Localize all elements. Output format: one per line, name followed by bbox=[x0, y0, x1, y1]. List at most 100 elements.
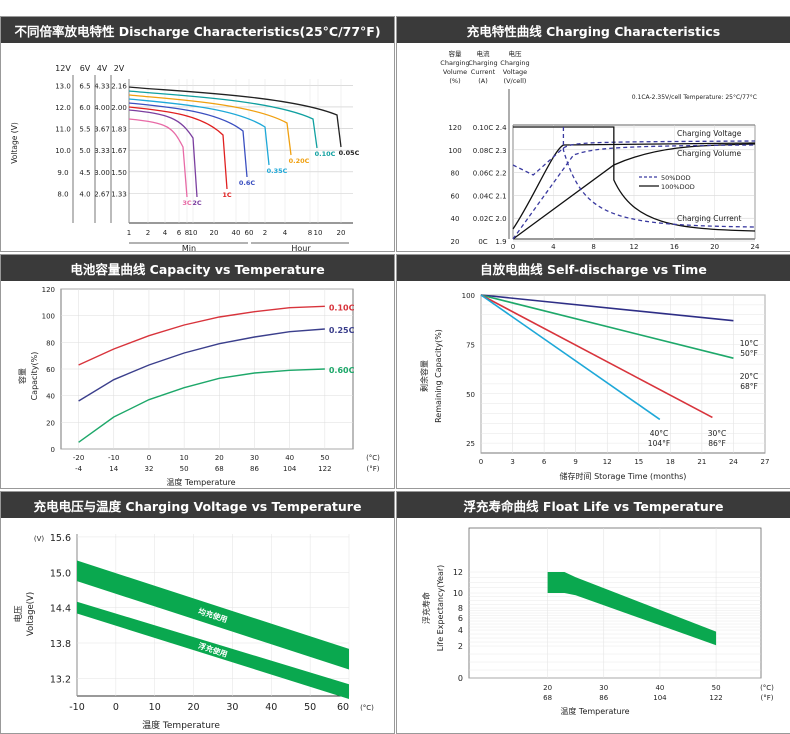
y-tick-label: 1.33 bbox=[111, 190, 127, 198]
discharge-panel: 不同倍率放电特性 Discharge Characteristics(25°C/… bbox=[0, 16, 395, 252]
y-tick-label: 100 bbox=[42, 313, 55, 321]
y-tick-label: 11.0 bbox=[55, 126, 71, 134]
x-tick-label-f: 68 bbox=[543, 694, 552, 702]
y-tick-label: 25 bbox=[466, 440, 475, 448]
x-group-label: Min bbox=[182, 244, 196, 251]
x-tick-label-c: 30 bbox=[599, 684, 608, 692]
y-tick-label: 1.83 bbox=[111, 126, 127, 134]
column-header: Current bbox=[471, 68, 496, 76]
x-tick-label: 10 bbox=[149, 702, 161, 713]
self-discharge-chart: 0 3 6 9 12 15 18 21 24 27 25 50 75 100 储存时间 Storage Ti… bbox=[419, 292, 770, 481]
x-tick-label: 20 bbox=[210, 229, 219, 237]
series-label: 0.35C bbox=[267, 167, 288, 175]
x-axis-label: 温度 Temperature bbox=[142, 719, 220, 731]
column-header: 电压 bbox=[509, 49, 523, 58]
voltage-tick: 1.9 bbox=[495, 238, 506, 246]
discharge-curve-0.05C bbox=[128, 86, 342, 148]
current-tick: 0.08C bbox=[473, 147, 494, 155]
x-tick-label: 2 bbox=[146, 229, 150, 237]
x-tick-label: 21 bbox=[697, 458, 706, 466]
x-group-label: Hour bbox=[291, 244, 311, 251]
y-tick-label: 3.00 bbox=[94, 169, 110, 177]
x-tick-label-c: 10 bbox=[180, 454, 189, 462]
charging-voltage-chart: 13.2 13.8 14.4 15.0 15.6 (V) -10 0 10 20 30 40 50 60 (… bbox=[13, 533, 374, 731]
column-header: Charging bbox=[440, 59, 469, 67]
capacity-title: 电池容量曲线 Capacity vs Temperature bbox=[1, 255, 394, 281]
self-discharge-line bbox=[480, 294, 713, 419]
float-life-panel: 浮充寿命曲线 Float Life vs Temperature 0 2 4 6 8 10… bbox=[396, 491, 790, 734]
current-tick: 0.10C bbox=[473, 124, 494, 132]
charging-voltage-50dod bbox=[512, 140, 756, 176]
discharge-title: 不同倍率放电特性 Discharge Characteristics(25°C/… bbox=[1, 17, 394, 43]
series-label: 2C bbox=[192, 199, 202, 207]
x-tick-label: -10 bbox=[69, 702, 85, 713]
x-tick-label-f: 122 bbox=[318, 465, 331, 473]
x-tick-label-c: 20 bbox=[543, 684, 552, 692]
x-tick-label: 4 bbox=[283, 229, 288, 237]
y-tick-label: 3.33 bbox=[94, 147, 110, 155]
x-tick-label-c: 40 bbox=[285, 454, 294, 462]
column-header: (V/cell) bbox=[504, 77, 527, 85]
x-unit-c: (°C) bbox=[366, 454, 380, 462]
y-unit: (V) bbox=[34, 535, 45, 543]
x-tick-label: 10 bbox=[189, 229, 198, 237]
y-column-header: 6V bbox=[80, 64, 91, 73]
x-tick-label: 12 bbox=[603, 458, 612, 466]
x-tick-label: 20 bbox=[710, 243, 719, 251]
x-tick-label-f: 68 bbox=[215, 465, 224, 473]
current-tick: 0C bbox=[478, 238, 487, 246]
charging-voltage-curve bbox=[512, 142, 756, 230]
y-tick-label: 4.5 bbox=[79, 169, 90, 177]
volume-tick: 120 bbox=[448, 124, 461, 132]
current-tick: 0.02C bbox=[473, 215, 494, 223]
discharge-chart: 12V 6V 4V 2V 13.0 12.0 11.0 10.0 9.0 8.0 6.5 6.0 5.5… bbox=[10, 64, 360, 251]
x-tick-label: 24 bbox=[751, 243, 760, 251]
y-tick-label: 20 bbox=[46, 419, 55, 427]
x-tick-label-c: 50 bbox=[712, 684, 721, 692]
charging-panel: 充电特性曲线 Charging Characteristics 容量 Chargi… bbox=[396, 16, 790, 252]
series-label: 0.20C bbox=[289, 157, 310, 165]
discharge-curve-0.6C bbox=[128, 102, 248, 178]
y-column-header: 2V bbox=[114, 64, 125, 73]
x-axis-label: 温度 Temperature bbox=[560, 706, 629, 716]
y-tick-label: 2 bbox=[458, 642, 463, 651]
x-tick-label: 0 bbox=[511, 243, 515, 251]
x-tick-label: 30 bbox=[226, 702, 238, 713]
y-tick-label: 50 bbox=[466, 391, 475, 399]
y-tick-label: 40 bbox=[46, 393, 55, 401]
x-tick-label: 27 bbox=[761, 458, 770, 466]
y-tick-label: 10 bbox=[453, 589, 463, 598]
x-tick-label: 60 bbox=[337, 702, 349, 713]
x-tick-label: 4 bbox=[551, 243, 556, 251]
y-tick-label: 2.16 bbox=[111, 82, 127, 90]
x-tick-label-c: 50 bbox=[320, 454, 329, 462]
y-tick-label: 5.5 bbox=[79, 126, 90, 134]
series-label: 68°F bbox=[740, 382, 758, 391]
series-label: 20°C bbox=[740, 372, 759, 381]
x-tick-label-c: -20 bbox=[73, 454, 84, 462]
x-tick-label: 50 bbox=[304, 702, 316, 713]
volume-tick: 20 bbox=[451, 238, 460, 246]
y-axis-label: Life Expectancy(Year) bbox=[436, 565, 445, 652]
y-tick-label: 2.00 bbox=[111, 104, 127, 112]
chart-note: 0.1CA-2.35V/cell Temperature: 25°C/77°C bbox=[632, 94, 757, 101]
volume-tick: 60 bbox=[451, 192, 460, 200]
x-tick-label: 8 bbox=[185, 229, 189, 237]
discharge-curve-2C bbox=[128, 109, 198, 198]
y-tick-label: 60 bbox=[46, 366, 55, 374]
x-tick-label: 10 bbox=[314, 229, 323, 237]
x-tick-label: 0 bbox=[479, 458, 483, 466]
charging-volume-curve bbox=[512, 143, 756, 240]
x-tick-label-c: -10 bbox=[108, 454, 119, 462]
x-tick-label: 2 bbox=[263, 229, 267, 237]
y-axis-label: 浮充寿命 bbox=[421, 592, 431, 624]
column-header: Voltage bbox=[503, 68, 527, 76]
voltage-tick: 2.1 bbox=[495, 192, 506, 200]
x-tick-label-f: 104 bbox=[653, 694, 667, 702]
y-axis-label: 剩余容量 bbox=[419, 360, 429, 392]
voltage-tick: 2.0 bbox=[495, 215, 506, 223]
y-axis-label: Voltage (V) bbox=[10, 122, 19, 164]
charging-current-50dod bbox=[562, 127, 756, 228]
legend-label: 100%DOD bbox=[661, 183, 695, 191]
y-tick-label: 12 bbox=[453, 568, 463, 577]
